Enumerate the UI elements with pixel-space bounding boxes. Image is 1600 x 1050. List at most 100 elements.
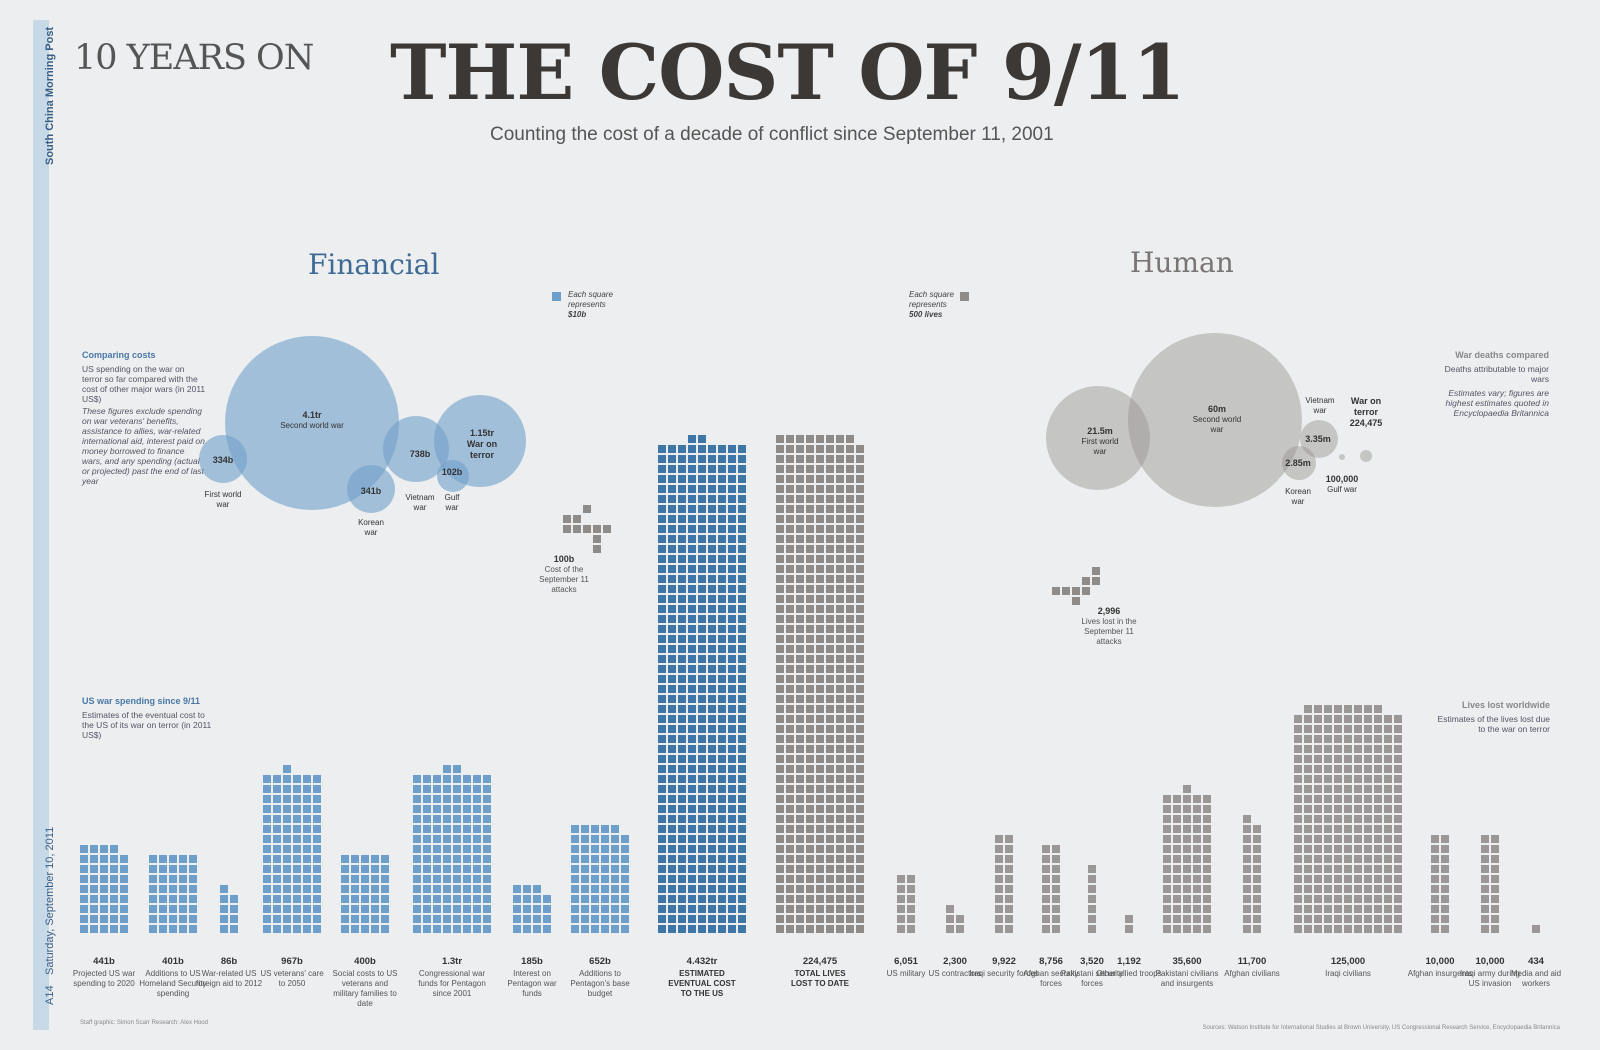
square — [738, 445, 746, 453]
square — [1052, 885, 1060, 893]
square — [1324, 845, 1332, 853]
square — [1374, 865, 1382, 873]
square — [463, 845, 471, 853]
square — [826, 805, 834, 813]
human-bar-label-3-value: 9,922 — [992, 956, 1016, 967]
human-bar-label-2-value: 2,300 — [943, 956, 967, 967]
square — [453, 845, 461, 853]
square — [678, 595, 686, 603]
square — [1364, 755, 1372, 763]
square — [836, 555, 844, 563]
square — [1183, 925, 1191, 933]
square — [698, 805, 706, 813]
square — [846, 505, 854, 513]
square — [816, 485, 824, 493]
square — [826, 615, 834, 623]
square — [698, 825, 706, 833]
square — [688, 815, 696, 823]
square — [1324, 885, 1332, 893]
square — [293, 915, 301, 923]
square — [413, 925, 421, 933]
square — [786, 825, 794, 833]
human-bar-label-3-text: Iraqi security forces — [969, 969, 1039, 978]
square — [1354, 795, 1362, 803]
bubble-value-korean-war: 341b — [360, 486, 382, 496]
square — [110, 875, 118, 883]
square — [806, 865, 814, 873]
square — [591, 885, 599, 893]
square — [1491, 885, 1499, 893]
square — [718, 465, 726, 473]
square — [776, 635, 784, 643]
square — [668, 505, 676, 513]
square — [1163, 925, 1171, 933]
square — [1334, 805, 1342, 813]
square — [263, 915, 271, 923]
square — [836, 545, 844, 553]
square — [1163, 815, 1171, 823]
square — [678, 765, 686, 773]
square — [169, 915, 177, 923]
square — [668, 465, 676, 473]
square — [826, 575, 834, 583]
square — [776, 625, 784, 633]
square — [786, 845, 794, 853]
square — [816, 615, 824, 623]
square — [786, 705, 794, 713]
square — [313, 845, 321, 853]
square — [273, 915, 281, 923]
square — [856, 685, 864, 693]
square — [1344, 775, 1352, 783]
square — [786, 755, 794, 763]
square — [738, 505, 746, 513]
square — [1374, 725, 1382, 733]
square — [1294, 855, 1302, 863]
square — [728, 585, 736, 593]
square — [668, 545, 676, 553]
square — [1088, 875, 1096, 883]
square — [453, 795, 461, 803]
square — [796, 775, 804, 783]
square — [846, 745, 854, 753]
square — [1384, 745, 1392, 753]
human-bar-label-10-text: Afghan insurgents — [1407, 969, 1473, 978]
square — [806, 815, 814, 823]
square — [738, 715, 746, 723]
square — [1384, 905, 1392, 913]
square — [668, 775, 676, 783]
square — [776, 745, 784, 753]
square — [463, 775, 471, 783]
square — [149, 915, 157, 923]
square — [856, 735, 864, 743]
human-bar-label-11-text: Iraqi army during US invasion — [1459, 969, 1521, 988]
square — [273, 795, 281, 803]
square — [658, 755, 666, 763]
square — [1334, 895, 1342, 903]
square — [611, 915, 619, 923]
square — [100, 865, 108, 873]
square — [796, 695, 804, 703]
square — [718, 755, 726, 763]
square — [846, 525, 854, 533]
square — [303, 845, 311, 853]
square — [816, 885, 824, 893]
square — [1304, 785, 1312, 793]
square — [776, 925, 784, 933]
bubble-label-korean-war: Korean war — [358, 518, 384, 537]
square — [1374, 705, 1382, 713]
square — [1005, 875, 1013, 883]
square — [718, 625, 726, 633]
square — [718, 775, 726, 783]
square — [611, 855, 619, 863]
square — [856, 525, 864, 533]
square — [668, 575, 676, 583]
square — [571, 925, 579, 933]
square — [1294, 845, 1302, 853]
square — [1193, 875, 1201, 883]
square — [611, 895, 619, 903]
square — [601, 895, 609, 903]
square — [1203, 865, 1211, 873]
square — [361, 895, 369, 903]
square — [786, 765, 794, 773]
square — [1314, 885, 1322, 893]
